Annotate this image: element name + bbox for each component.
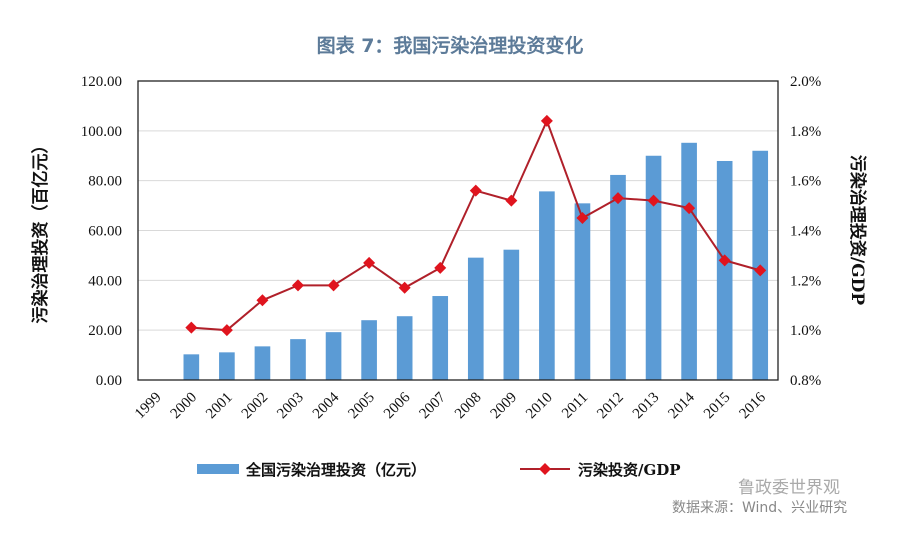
legend-line-label: 污染投资/GDP	[578, 461, 681, 479]
line-point-2000	[185, 321, 198, 334]
x-tick-label: 2009	[488, 390, 521, 423]
x-tick-label: 1999	[132, 390, 165, 423]
line-point-2012	[612, 192, 624, 205]
legend-bar-label: 全国污染治理投资（亿元）	[245, 461, 426, 479]
watermark: 鲁政委世界观	[738, 478, 840, 498]
bar-2004	[325, 332, 342, 380]
x-tick-label: 2008	[452, 390, 485, 423]
y-right-tick-label: 1.4%	[790, 224, 821, 240]
x-tick-label: 2013	[630, 390, 663, 423]
bar-2006	[396, 316, 413, 380]
line-point-2008	[469, 184, 482, 197]
line-point-2007	[434, 261, 447, 274]
bar-2011	[574, 203, 591, 380]
bar-2013	[645, 155, 662, 380]
y-right-tick-label: 1.0%	[790, 323, 821, 339]
line-point-2006	[398, 281, 411, 294]
legend: 全国污染治理投资（亿元） 污染投资/GDP	[197, 461, 681, 479]
bar-2001	[219, 352, 235, 380]
y-tick-label: 80.00	[88, 174, 122, 190]
x-tick-label: 2012	[594, 390, 627, 423]
bar-2000	[183, 354, 200, 380]
y-axis-label-right: 污染治理投资/GDP	[847, 155, 868, 305]
x-tick-label: 2002	[239, 390, 272, 423]
line-point-2013	[647, 194, 660, 207]
chart-title: 图表 7：我国污染治理投资变化	[317, 34, 584, 57]
line-point-2016	[754, 264, 767, 277]
line-point-2009	[505, 194, 518, 207]
bar-2002	[254, 346, 271, 380]
bar-2007	[432, 296, 449, 380]
line-series	[185, 114, 767, 337]
bar-2009	[503, 249, 520, 380]
x-tick-label: 2011	[559, 390, 591, 422]
x-tick-label: 2000	[168, 390, 201, 423]
left-axis-ticks: 0.00 20.00 40.00 60.00 80.00 100.00 120.00	[81, 74, 122, 389]
line-point-2004	[327, 279, 340, 292]
source-note: 数据来源：Wind、兴业研究	[672, 500, 847, 516]
bar-2003	[290, 339, 306, 380]
y-tick-label: 100.00	[81, 124, 122, 140]
x-tick-label: 2014	[665, 389, 698, 422]
right-axis-ticks: 0.8% 1.0% 1.2% 1.4% 1.6% 1.8% 2.0%	[790, 74, 821, 389]
line-point-2011	[576, 212, 589, 225]
x-tick-label: 2016	[737, 389, 770, 422]
y-tick-label: 40.00	[88, 273, 122, 289]
legend-bar-swatch	[197, 464, 239, 474]
x-tick-label: 2015	[701, 390, 734, 423]
plot-frame	[137, 80, 779, 381]
x-tick-label: 2010	[523, 390, 556, 423]
y-right-tick-label: 1.8%	[790, 124, 821, 140]
bar-2014	[681, 142, 697, 380]
y-right-tick-label: 0.8%	[790, 373, 821, 389]
x-tick-label: 2004	[310, 389, 343, 422]
x-tick-label: 2007	[417, 389, 450, 422]
y-tick-label: 0.00	[96, 373, 122, 389]
y-right-tick-label: 1.2%	[790, 273, 821, 289]
line-point-2015	[718, 254, 731, 267]
bar-2012	[610, 174, 626, 380]
y-tick-label: 60.00	[88, 224, 122, 240]
line-point-2002	[256, 294, 269, 307]
bar-2005	[361, 320, 377, 380]
line-point-2003	[292, 279, 304, 292]
line-point-2014	[683, 202, 696, 215]
y-right-tick-label: 1.6%	[790, 174, 821, 190]
y-right-tick-label: 2.0%	[790, 74, 821, 90]
x-tick-label: 2001	[203, 390, 236, 423]
bar-2015	[716, 160, 733, 380]
line-point-2005	[363, 256, 376, 269]
line-point-2001	[220, 324, 233, 337]
y-axis-label: 污染治理投资（百亿元）	[30, 137, 51, 324]
line-point-2010	[540, 114, 553, 127]
x-axis-ticks: 1999 2000 2001 2002 2003 2004 2005 2006 2007 2008…	[132, 389, 769, 422]
x-tick-label: 2006	[381, 389, 414, 422]
y-tick-label: 20.00	[88, 323, 122, 339]
bar-2010	[539, 191, 555, 380]
bar-2008	[467, 257, 484, 380]
x-tick-label: 2003	[274, 390, 307, 423]
x-tick-label: 2005	[345, 390, 378, 423]
bar-series	[183, 142, 769, 380]
legend-diamond-marker	[539, 463, 551, 475]
y-tick-label: 120.00	[81, 74, 122, 90]
